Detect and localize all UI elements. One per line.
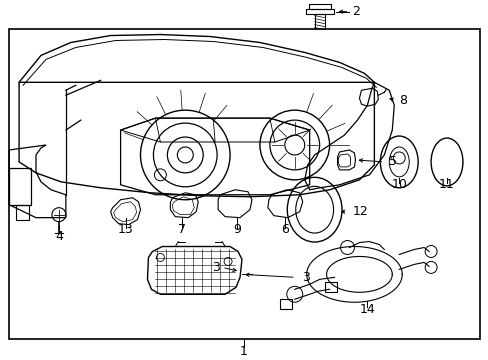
- Text: 1: 1: [240, 345, 247, 357]
- Text: 14: 14: [359, 303, 374, 316]
- Text: 7: 7: [178, 223, 186, 236]
- Text: 3: 3: [212, 261, 220, 274]
- Text: 2: 2: [352, 5, 360, 18]
- Text: 12: 12: [352, 205, 367, 218]
- Text: 13: 13: [118, 223, 133, 236]
- Text: 6: 6: [280, 223, 288, 236]
- Text: 11: 11: [438, 178, 454, 191]
- Text: 3: 3: [301, 271, 309, 284]
- Text: 8: 8: [398, 94, 407, 107]
- Text: 4: 4: [55, 230, 62, 243]
- Text: 10: 10: [390, 178, 407, 191]
- Text: 5: 5: [388, 156, 396, 168]
- Text: 9: 9: [233, 223, 241, 236]
